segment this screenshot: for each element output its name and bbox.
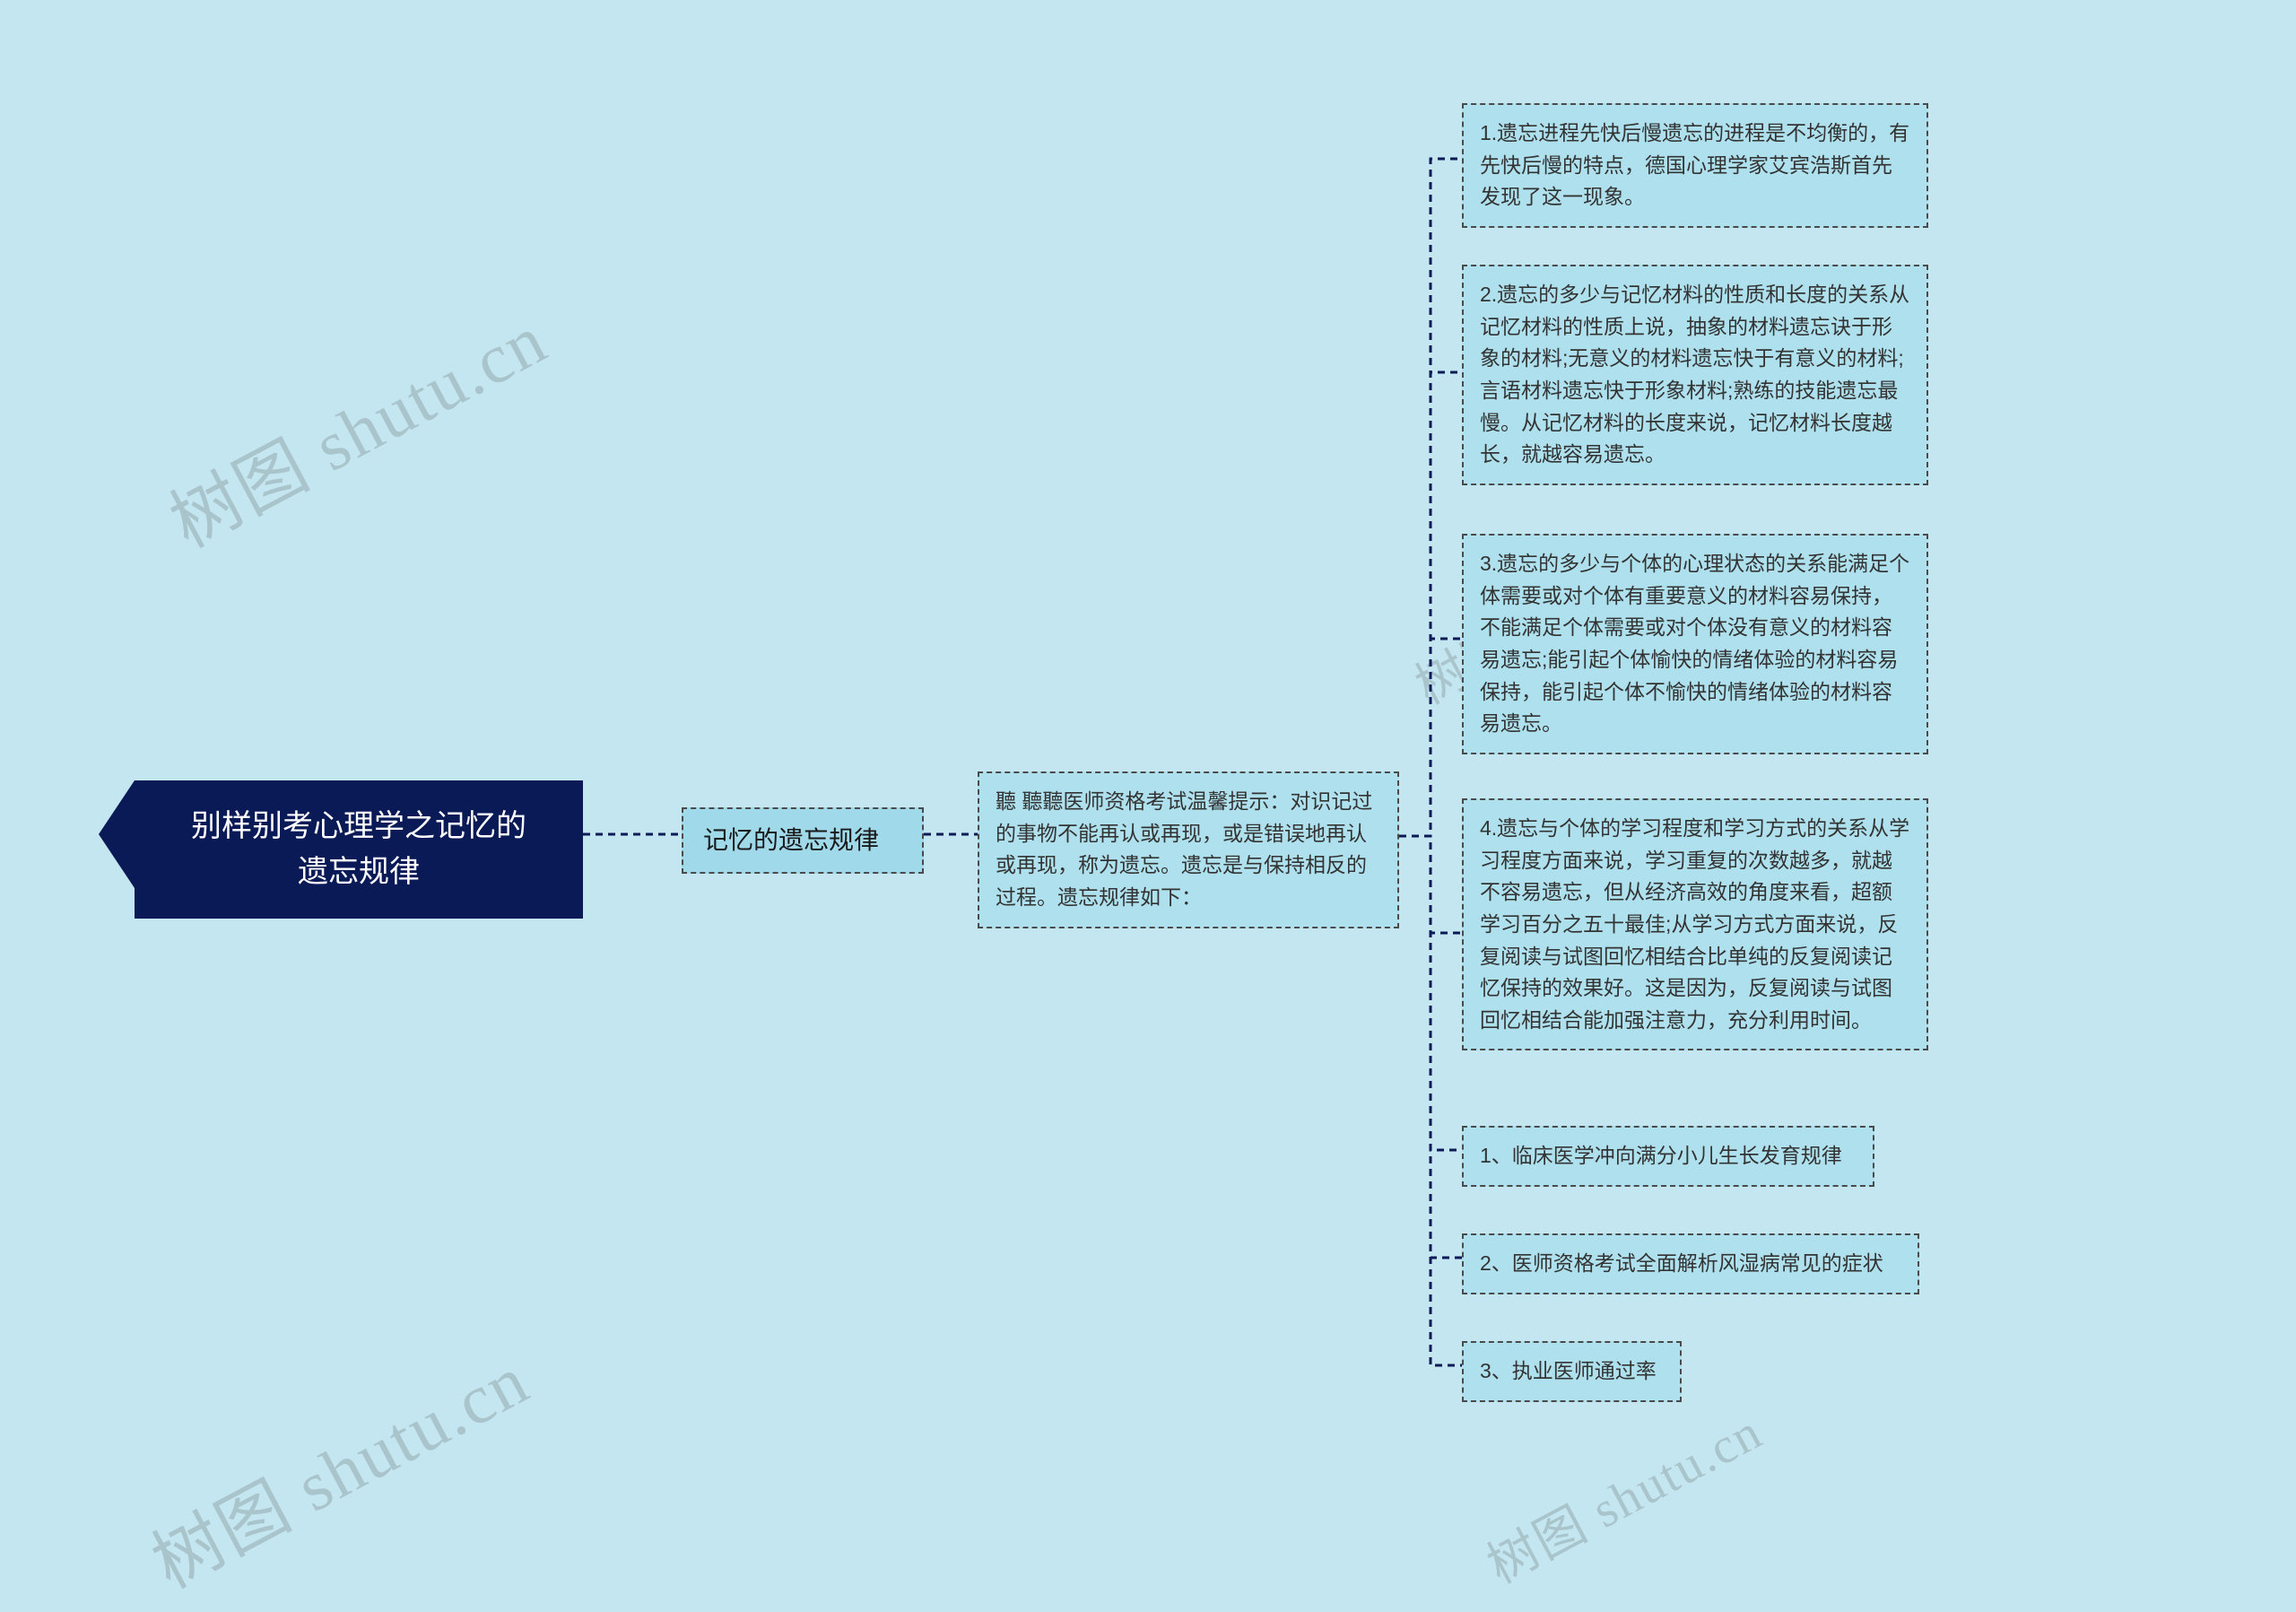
root-text: 别样别考心理学之记忆的 遗忘规律 (165, 804, 552, 895)
leaf-text: 4.遗忘与个体的学习程度和学习方式的关系从学习程度方面来说，学习重复的次数越多，… (1480, 816, 1909, 1032)
watermark: 树图 shutu.cn (150, 284, 561, 567)
leaf-node-1[interactable]: 1.遗忘进程先快后慢遗忘的进程是不均衡的，有先快后慢的特点，德国心理学家艾宾浩斯… (1462, 103, 1928, 228)
intro-node[interactable]: 聽 聽聽医师资格考试温馨提示：对识记过的事物不能再认或再现，或是错误地再认或再现… (978, 771, 1399, 928)
leaf-node-6[interactable]: 2、医师资格考试全面解析风湿病常见的症状 (1462, 1233, 1919, 1294)
intro-text: 聽 聽聽医师资格考试温馨提示：对识记过的事物不能再认或再现，或是错误地再认或再现… (996, 789, 1372, 909)
leaf-text: 2、医师资格考试全面解析风湿病常见的症状 (1480, 1251, 1883, 1275)
root-left-notch (99, 780, 135, 888)
leaf-node-2[interactable]: 2.遗忘的多少与记忆材料的性质和长度的关系从记忆材料的性质上说，抽象的材料遗忘诀… (1462, 265, 1928, 485)
mindmap-canvas: 树图 shutu.cn 树图 shutu.cn 树图 shutu.cn 树图 s… (0, 0, 2296, 1612)
leaf-text: 2.遗忘的多少与记忆材料的性质和长度的关系从记忆材料的性质上说，抽象的材料遗忘诀… (1480, 283, 1909, 466)
leaf-text: 3.遗忘的多少与个体的心理状态的关系能满足个体需要或对个体有重要意义的材料容易保… (1480, 552, 1909, 735)
watermark: 树图 shutu.cn (132, 1325, 543, 1608)
leaf-node-4[interactable]: 4.遗忘与个体的学习程度和学习方式的关系从学习程度方面来说，学习重复的次数越多，… (1462, 798, 1928, 1050)
root-node[interactable]: 别样别考心理学之记忆的 遗忘规律 (135, 780, 583, 919)
watermark: 树图 shutu.cn (1473, 1392, 1773, 1598)
leaf-text: 1.遗忘进程先快后慢遗忘的进程是不均衡的，有先快后慢的特点，德国心理学家艾宾浩斯… (1480, 121, 1909, 208)
branch-text: 记忆的遗忘规律 (703, 826, 879, 854)
leaf-node-5[interactable]: 1、临床医学冲向满分小儿生长发育规律 (1462, 1126, 1874, 1187)
branch-node[interactable]: 记忆的遗忘规律 (682, 807, 924, 874)
leaf-text: 1、临床医学冲向满分小儿生长发育规律 (1480, 1144, 1842, 1167)
leaf-text: 3、执业医师通过率 (1480, 1359, 1657, 1382)
leaf-node-7[interactable]: 3、执业医师通过率 (1462, 1341, 1682, 1402)
leaf-node-3[interactable]: 3.遗忘的多少与个体的心理状态的关系能满足个体需要或对个体有重要意义的材料容易保… (1462, 534, 1928, 754)
